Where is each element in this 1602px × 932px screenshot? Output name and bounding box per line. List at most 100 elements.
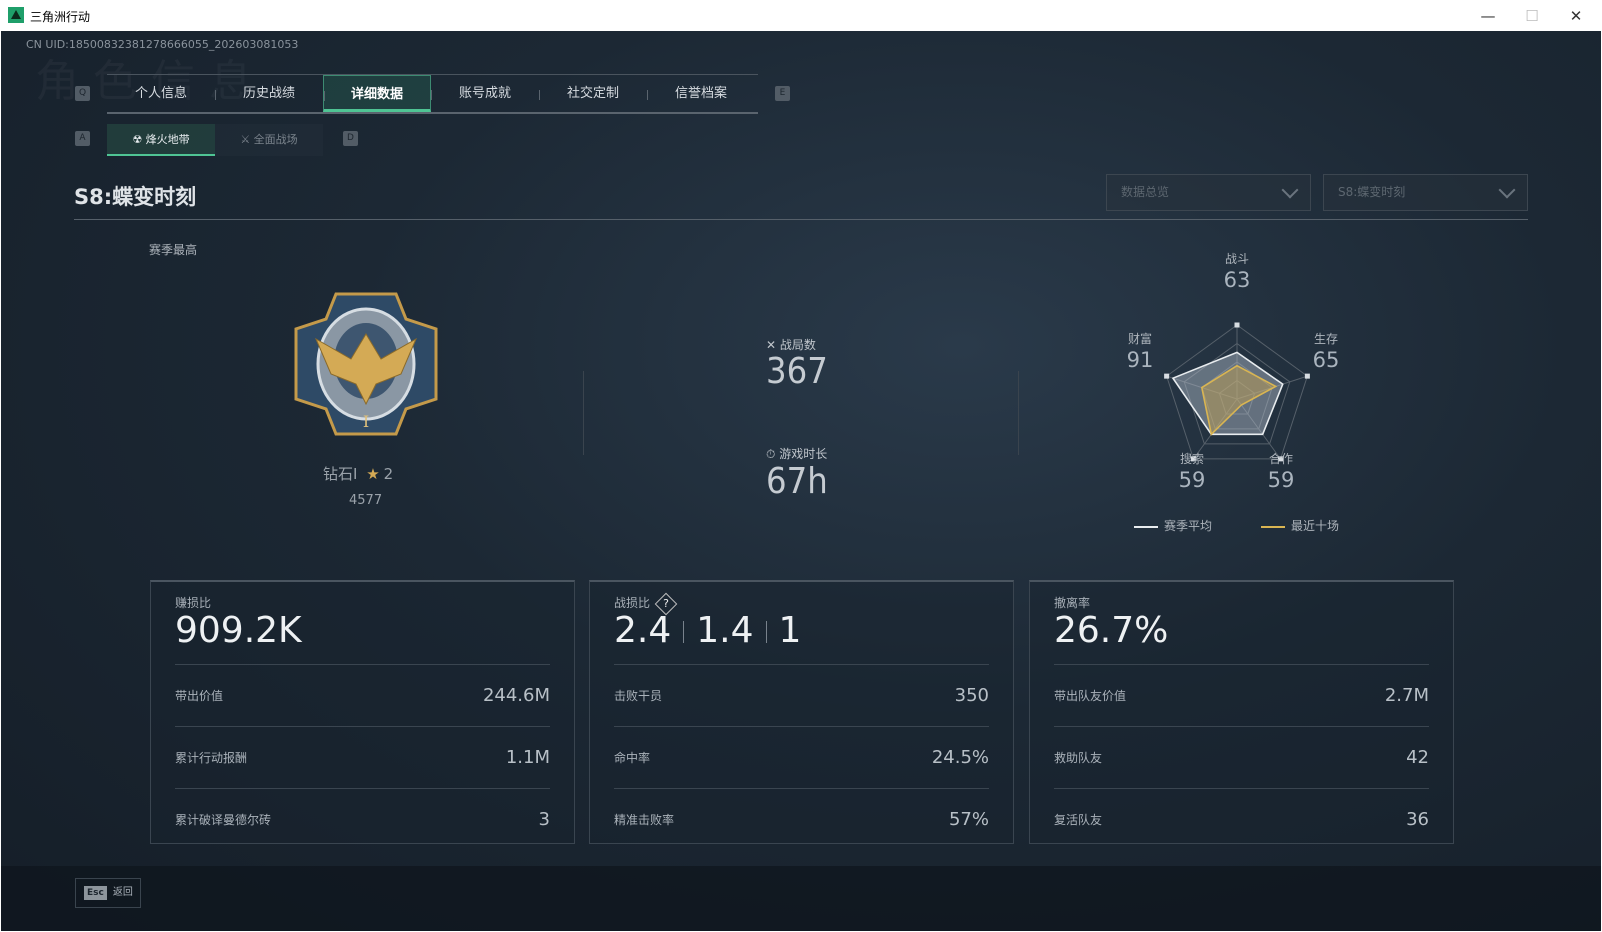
radar-grid-ring (1166, 324, 1308, 460)
stat-row: 累计行动报酬 1.1M (175, 726, 550, 788)
radar-spoke (1236, 398, 1281, 460)
stat-value: 350 (954, 685, 989, 706)
legend-label: 赛季平均 (1164, 519, 1213, 533)
playtime-label: ⏱ 游戏时长 (766, 445, 827, 462)
rank-label: 钻石I ★ 2 (323, 463, 393, 484)
key-hint-prev-subtab[interactable]: A (75, 131, 90, 146)
subtab-label: 烽火地带 (145, 133, 190, 146)
subtab-full-battlefield[interactable]: ⚔ 全面战场 (215, 124, 323, 156)
stat-value: 244.6M (482, 685, 550, 706)
stat-label: 带出价值 (175, 689, 224, 703)
stat-row: 累计破译曼德尔砖 3 (175, 788, 550, 850)
subtab-label: 全面战场 (253, 133, 298, 146)
maximize-button[interactable]: ☐ (1525, 7, 1539, 25)
radar-axis-value: 59 (1268, 468, 1295, 492)
card-title: 赚损比 (175, 596, 212, 610)
background-watermark: 角色信息 (35, 45, 267, 109)
radar-axis-value: 63 (1224, 268, 1251, 292)
tab-detailed-data[interactable]: 详细数据 (323, 75, 431, 112)
dropdown-value: 数据总览 (1121, 185, 1170, 199)
stat-label: 精准击败率 (614, 813, 675, 827)
key-hint-next-tab[interactable]: E (775, 86, 790, 101)
key-hint-next-subtab[interactable]: D (343, 131, 358, 146)
close-button[interactable]: ✕ (1569, 7, 1583, 25)
rank-medal-icon: I (294, 292, 438, 436)
app-logo-icon (8, 7, 24, 23)
radar-axis-label: 搜索 (1180, 451, 1204, 466)
main-tabs: 个人信息 历史战绩 详细数据 账号成就 社交定制 信誉档案 (107, 74, 758, 114)
matches-label-text: 战局数 (779, 338, 816, 352)
stat-label: 带出队友价值 (1054, 689, 1127, 703)
back-button[interactable]: Esc 返回 (75, 878, 141, 908)
legend-label: 最近十场 (1291, 519, 1340, 533)
legend-line-gold (1261, 525, 1285, 528)
radar-axis-value: 65 (1313, 348, 1340, 372)
tab-match-history[interactable]: 历史战绩 (215, 75, 323, 112)
card-big-value: 26.7% (1054, 610, 1169, 651)
stat-label: 命中率 (614, 751, 651, 765)
kd-value-1: 2.4 (614, 610, 672, 651)
chevron-down-icon (1281, 181, 1299, 199)
subtab-hazard-zone[interactable]: ☢ 烽火地带 (107, 124, 215, 156)
radar-vertex-marker (1304, 373, 1310, 379)
stat-row: 救助队友 42 (1054, 726, 1429, 788)
minimize-button[interactable]: — (1480, 7, 1496, 25)
mode-subtabs: ☢ 烽火地带 ⚔ 全面战场 (107, 124, 323, 156)
stat-value: 1.1M (505, 747, 550, 768)
key-hint-prev-tab[interactable]: Q (75, 86, 90, 101)
radar-axis-label: 财富 (1128, 331, 1152, 346)
stat-value: 57% (948, 809, 989, 830)
kd-value-3: 1 (778, 610, 802, 651)
kd-value-2: 1.4 (696, 610, 754, 651)
radar-vertex-marker (1277, 456, 1283, 462)
card-title: 撤离率 (1054, 596, 1091, 610)
stat-label: 复活队友 (1054, 813, 1103, 827)
season-best-label: 赛季最高 (149, 243, 198, 257)
stat-row: 复活队友 36 (1054, 788, 1429, 850)
stat-label: 累计破译曼德尔砖 (175, 813, 272, 827)
radar-grid-ring (1183, 342, 1291, 445)
tab-personal-info[interactable]: 个人信息 (134, 86, 187, 101)
radar-vertex-marker (1191, 456, 1197, 462)
card-big-value: 909.2K (175, 610, 302, 651)
rank-score: 4577 (349, 493, 383, 508)
stat-label: 救助队友 (1054, 751, 1103, 765)
esc-key-hint: Esc (84, 886, 107, 900)
data-overview-dropdown[interactable]: 数据总览 (1106, 174, 1311, 211)
back-label: 返回 (112, 887, 133, 898)
separator (683, 621, 685, 643)
radar-axis-label: 生存 (1314, 332, 1338, 346)
tab-credit[interactable]: 信誉档案 (647, 75, 755, 112)
dropdown-value: S8:蝶变时刻 (1338, 185, 1406, 199)
stat-value: 3 (538, 809, 550, 830)
hazard-zone-icon: ☢ (132, 133, 146, 146)
kd-card: 战损比? 2.4 1.4 1 击败干员 350 命中率 24.5% 精准击败率 57% (589, 580, 1014, 844)
star-icon: ★ (366, 465, 380, 483)
matches-label: ✕ 战局数 (766, 336, 816, 353)
card-big-value: 2.4 1.4 1 (614, 610, 989, 652)
legend-season-avg: 赛季平均 (1134, 517, 1212, 534)
window-titlebar: 三角洲行动 — ☐ ✕ (0, 0, 1602, 31)
radar-axis-value: 59 (1179, 468, 1206, 492)
crossed-swords-icon: ✕ (766, 338, 780, 352)
stat-row: 精准击败率 57% (614, 788, 989, 850)
profit-card: 赚损比 909.2K 带出价值 244.6M 累计行动报酬 1.1M 累计破译曼德尔… (150, 580, 575, 844)
divider (1018, 371, 1019, 455)
rank-stars: 2 (383, 465, 394, 483)
radar-vertex-marker (1164, 373, 1170, 379)
footer-bar: Esc 返回 (1, 866, 1601, 931)
playtime-label-text: 游戏时长 (779, 447, 828, 461)
extraction-card: 撤离率 26.7% 带出队友价值 2.7M 救助队友 42 复活队友 36 (1029, 580, 1454, 844)
tab-achievements[interactable]: 账号成就 (431, 75, 539, 112)
season-dropdown[interactable]: S8:蝶变时刻 (1323, 174, 1528, 211)
chevron-down-icon (1498, 181, 1516, 199)
card-title: 战损比? (614, 592, 989, 615)
radar-axis-label: 战斗 (1225, 252, 1249, 266)
stat-label: 累计行动报酬 (175, 751, 248, 765)
help-glyph: ? (663, 596, 669, 610)
radar-vertex-marker (1234, 322, 1240, 328)
radar-axis-value: 91 (1127, 348, 1154, 372)
stopwatch-icon: ⏱ (766, 447, 780, 461)
window-title: 三角洲行动 (30, 10, 91, 24)
tab-social[interactable]: 社交定制 (539, 75, 647, 112)
